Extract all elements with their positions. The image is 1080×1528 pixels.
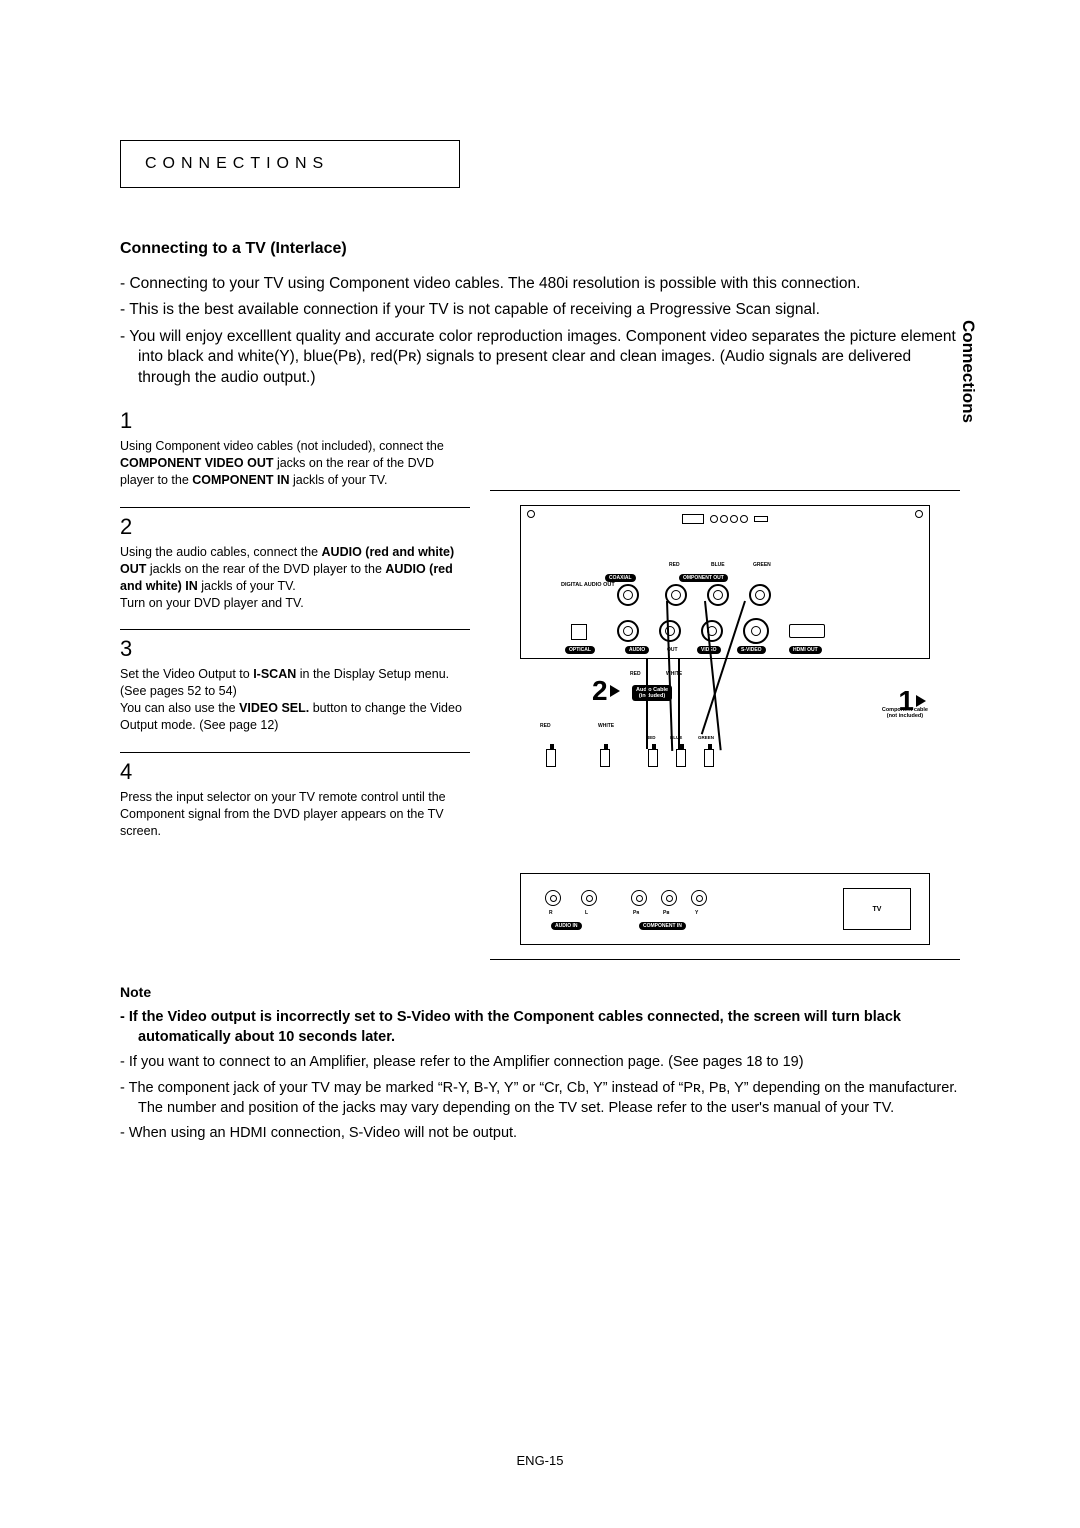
jack-label: R	[549, 910, 553, 916]
color-label: GREEN	[753, 562, 771, 568]
subheading: Connecting to a TV (Interlace)	[120, 240, 960, 258]
section-title-box: CONNECTIONS	[120, 140, 460, 188]
note-list: If the Video output is incorrectly set t…	[120, 1008, 960, 1143]
port-label: OPTICAL	[565, 646, 595, 654]
component-in-jack	[691, 890, 707, 906]
intro-list: Connecting to your TV using Component vi…	[120, 274, 960, 388]
component-jack-green	[749, 584, 771, 606]
component-in-jack	[661, 890, 677, 906]
color-label: RED	[669, 562, 680, 568]
section-title: CONNECTIONS	[145, 155, 329, 172]
component-in-jack	[631, 890, 647, 906]
color-label: BLUE	[711, 562, 725, 568]
jack-label: Pʀ	[633, 910, 639, 916]
manual-page: CONNECTIONS Connections Connecting to a …	[120, 0, 960, 1144]
jack-label: Pʙ	[663, 910, 669, 916]
jack-label: L	[585, 910, 588, 916]
note-item: If you want to connect to an Amplifier, …	[120, 1053, 960, 1073]
intro-item: Connecting to your TV using Component vi…	[120, 274, 960, 294]
steps-column: 1 Using Component video cables (not incl…	[120, 402, 470, 857]
diagram-column: RED BLUE GREEN COAXIAL OMPONENT OUT DIGI…	[490, 402, 960, 960]
step-number: 4	[120, 759, 470, 785]
port-label: AUDIO IN	[551, 922, 582, 930]
note-item: The component jack of your TV may be mar…	[120, 1079, 960, 1118]
port-label: HDMI OUT	[789, 646, 822, 654]
cable-label: Audio Cable (included)	[632, 685, 672, 701]
color-label: GREEN	[698, 735, 714, 740]
cable-line	[678, 659, 680, 749]
port-label: DIGITAL AUDIO OUT	[561, 582, 615, 588]
cable-line	[646, 659, 648, 749]
audio-jack	[659, 620, 681, 642]
step: 1 Using Component video cables (not incl…	[120, 402, 470, 507]
side-tab: Connections	[958, 320, 978, 423]
color-label: WHITE	[598, 723, 614, 729]
step-number: 3	[120, 636, 470, 662]
note-item: When using an HDMI connection, S-Video w…	[120, 1124, 960, 1144]
port-label: AUDIO	[625, 646, 649, 654]
page-number: ENG-15	[0, 1453, 1080, 1468]
optical-jack	[571, 624, 587, 640]
jack-label: Y	[695, 910, 698, 916]
step-text: Set the Video Output to I-SCAN in the Di…	[120, 666, 470, 734]
rca-plug	[546, 749, 556, 767]
color-label: RED	[540, 723, 551, 729]
tv-rear-panel: TV R L Pʀ Pʙ Y AUDIO IN COMPONENT IN	[520, 873, 930, 945]
mini-jack-strip	[521, 512, 929, 526]
steps-and-diagram: 1 Using Component video cables (not incl…	[120, 402, 960, 960]
coaxial-jack	[617, 584, 639, 606]
note-item: If the Video output is incorrectly set t…	[120, 1008, 960, 1047]
port-label: S-VIDEO	[737, 646, 766, 654]
intro-item: You will enjoy excelllent quality and ac…	[120, 327, 960, 388]
rca-plug	[676, 749, 686, 767]
step-text: Using Component video cables (not includ…	[120, 438, 470, 489]
audio-jack	[617, 620, 639, 642]
port-label: OUT	[663, 646, 682, 654]
hdmi-jack	[789, 624, 825, 638]
step-number: 1	[120, 408, 470, 434]
dvd-rear-panel: RED BLUE GREEN COAXIAL OMPONENT OUT DIGI…	[520, 505, 930, 659]
intro-item: This is the best available connection if…	[120, 300, 960, 320]
audio-in-jack	[581, 890, 597, 906]
rca-plug	[648, 749, 658, 767]
port-label: OMPONENT OUT	[679, 574, 728, 582]
svideo-jack	[743, 618, 769, 644]
component-jack-red	[665, 584, 687, 606]
note-heading: Note	[120, 984, 960, 1000]
step: 3 Set the Video Output to I-SCAN in the …	[120, 629, 470, 752]
color-label: RED	[630, 671, 641, 677]
step-text: Using the audio cables, connect the AUDI…	[120, 544, 470, 612]
rca-plug	[600, 749, 610, 767]
connection-diagram: RED BLUE GREEN COAXIAL OMPONENT OUT DIGI…	[490, 490, 960, 960]
step-number: 2	[120, 514, 470, 540]
cable-label: Component cable (not included)	[882, 707, 928, 719]
callout-number: 2	[592, 675, 620, 707]
tv-box: TV	[843, 888, 911, 930]
port-label: COAXIAL	[605, 574, 636, 582]
port-label: COMPONENT IN	[639, 922, 686, 930]
video-jack	[701, 620, 723, 642]
audio-in-jack	[545, 890, 561, 906]
component-jack-blue	[707, 584, 729, 606]
step-text: Press the input selector on your TV remo…	[120, 789, 470, 840]
step: 2 Using the audio cables, connect the AU…	[120, 507, 470, 630]
rca-plug	[704, 749, 714, 767]
step: 4 Press the input selector on your TV re…	[120, 752, 470, 858]
